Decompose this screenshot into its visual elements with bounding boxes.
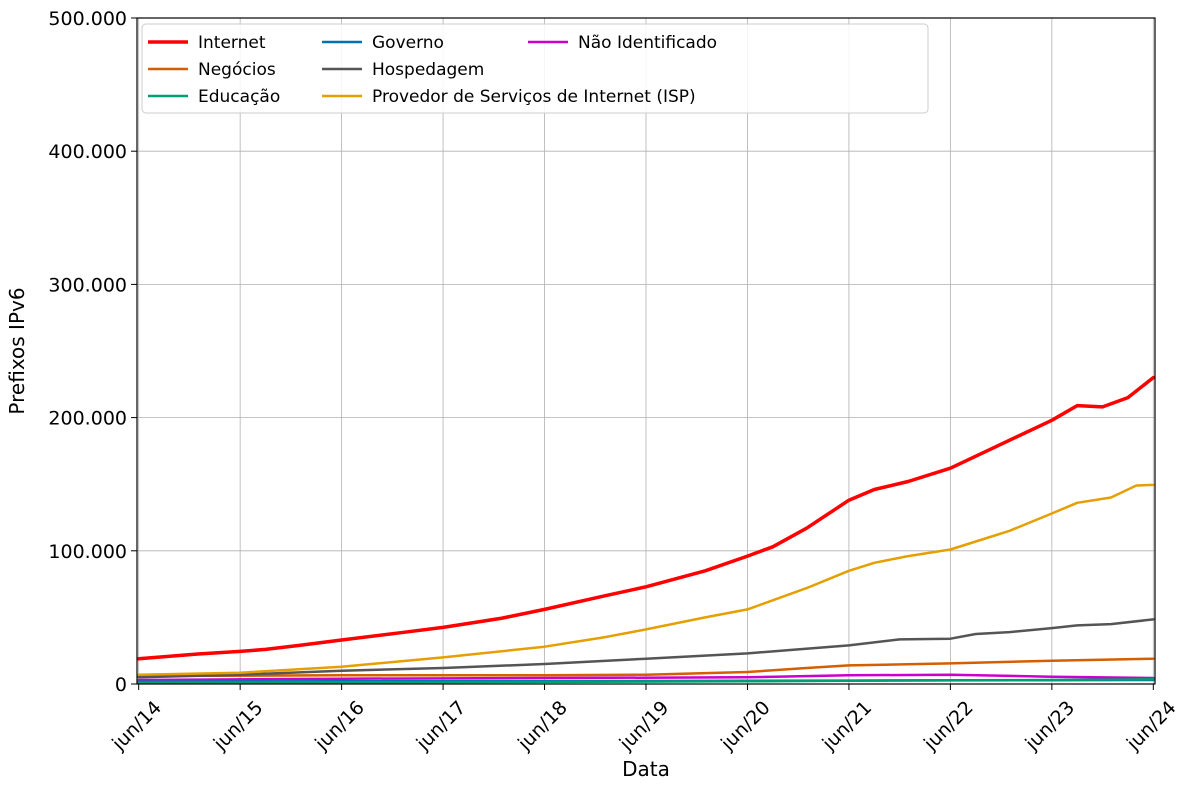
x-tick-label: jun/15 bbox=[209, 697, 268, 756]
series-line-0 bbox=[136, 375, 1156, 661]
series-line-5 bbox=[137, 483, 1155, 676]
x-tick-label: jun/17 bbox=[412, 697, 471, 756]
series-line-1 bbox=[137, 657, 1155, 678]
series-line-4 bbox=[137, 618, 1155, 679]
x-tick-label: jun/16 bbox=[310, 697, 369, 756]
x-axis-label: Data bbox=[622, 757, 670, 781]
legend-label: Educação bbox=[198, 87, 280, 107]
axis-ticks: jun/14 jun/15 jun/16 jun/17 jun/18 jun/19 jun/… bbox=[48, 8, 1180, 755]
series-line-6 bbox=[137, 673, 1155, 682]
y-tick-label: 300.000 bbox=[48, 274, 127, 296]
x-tick-label: jun/14 bbox=[107, 697, 166, 756]
x-tick-label: jun/20 bbox=[716, 697, 775, 756]
x-tick-label: jun/23 bbox=[1020, 697, 1079, 756]
x-tick-label: jun/24 bbox=[1122, 697, 1181, 756]
legend-label: Não Identificado bbox=[578, 33, 717, 53]
y-tick-label: 200.000 bbox=[48, 408, 127, 430]
y-tick-label: 400.000 bbox=[48, 141, 127, 163]
grid-lines bbox=[137, 17, 1155, 685]
y-axis-label: Prefixos IPv6 bbox=[5, 287, 29, 414]
y-tick-label: 0 bbox=[115, 674, 127, 696]
series-line-2 bbox=[137, 678, 1155, 684]
legend-label: Negócios bbox=[198, 60, 276, 80]
y-tick-label: 500.000 bbox=[48, 8, 127, 30]
y-tick-label: 100.000 bbox=[48, 541, 127, 563]
legend-label: Internet bbox=[198, 33, 266, 53]
legend-box bbox=[141, 23, 929, 114]
x-tick-label: jun/19 bbox=[615, 697, 674, 756]
legend-label: Governo bbox=[372, 33, 444, 53]
legend-label: Hospedagem bbox=[372, 60, 484, 80]
x-tick-label: jun/18 bbox=[513, 697, 572, 756]
legend: Internet Negócios Educação Governo Hospedage… bbox=[141, 23, 929, 114]
x-tick-label: jun/21 bbox=[818, 697, 877, 756]
x-tick-label: jun/22 bbox=[919, 697, 978, 756]
legend-label: Provedor de Serviços de Internet (ISP) bbox=[372, 87, 696, 107]
series-lines bbox=[136, 375, 1156, 684]
